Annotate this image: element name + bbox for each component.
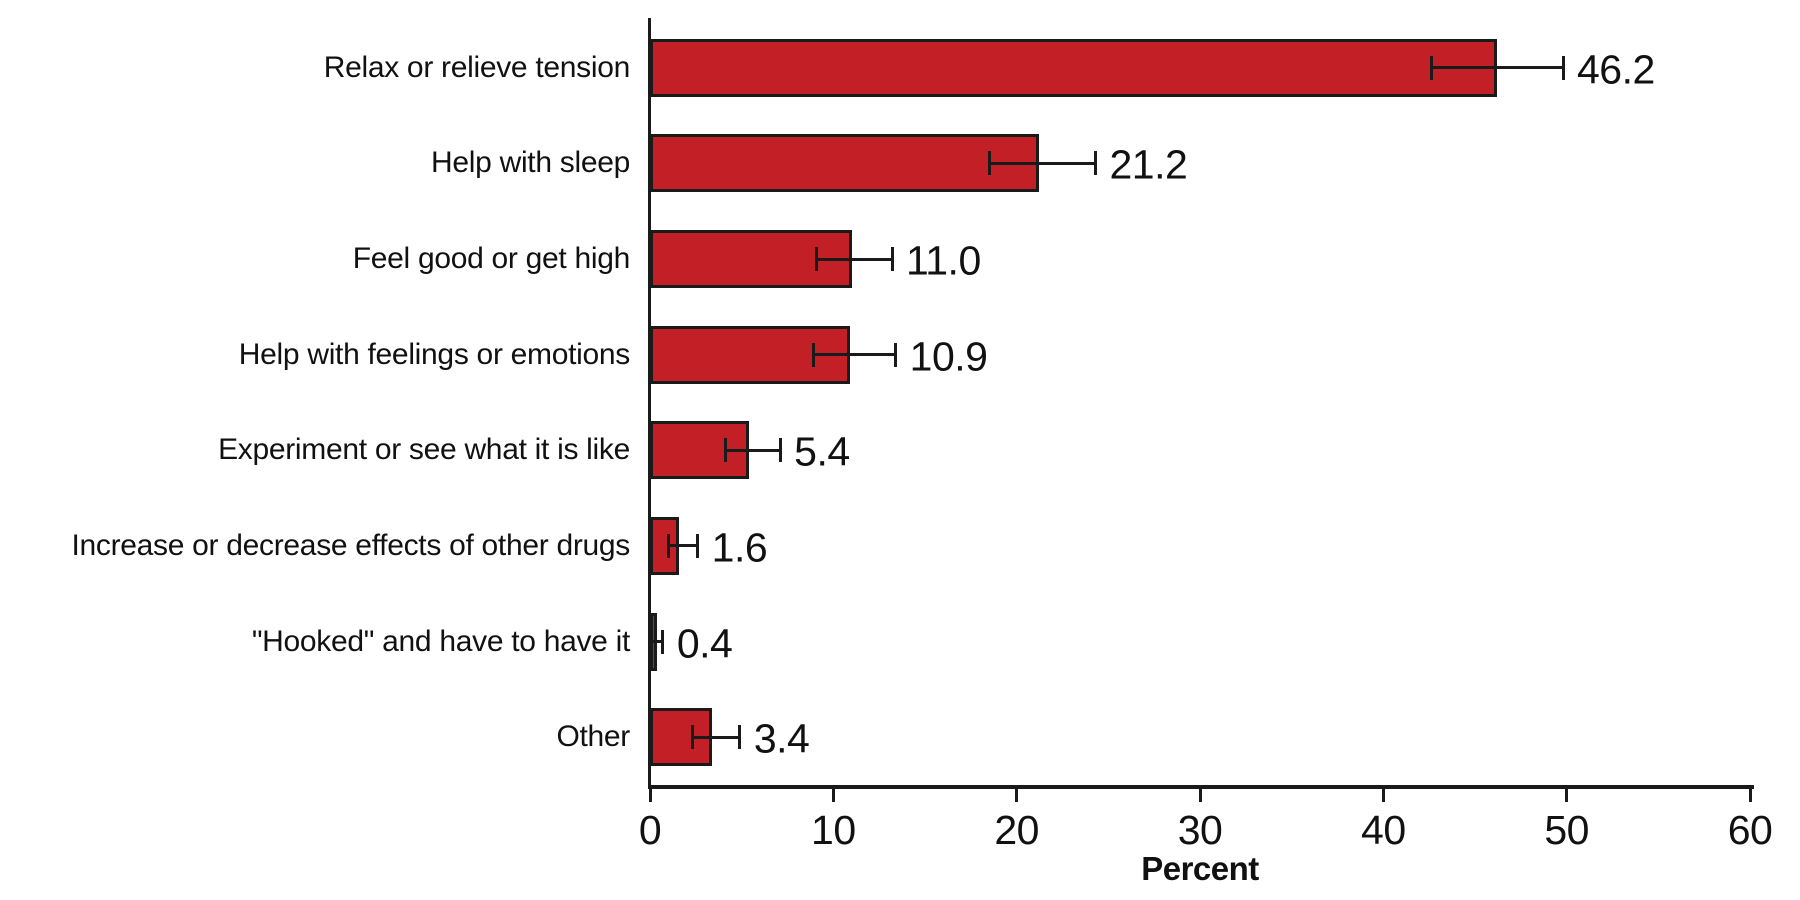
- bar-row: "Hooked" and have to have it 0.4: [0, 594, 1800, 690]
- bar-row: Experiment or see what it is like 5.4: [0, 403, 1800, 499]
- x-axis-tick: [831, 786, 835, 802]
- bar-row: Other 3.4: [0, 689, 1800, 785]
- bar-row: Feel good or get high 11.0: [0, 211, 1800, 307]
- error-bar-cap-low: [987, 151, 991, 176]
- x-axis-tick-label: 0: [638, 807, 662, 853]
- value-label: 3.4: [753, 715, 810, 762]
- error-bar: [725, 448, 781, 452]
- error-bar-cap-high: [661, 629, 665, 654]
- category-label: Relax or relieve tension: [323, 50, 631, 84]
- value-label: 5.4: [794, 428, 850, 475]
- x-axis-tick: [1565, 786, 1569, 802]
- error-bar: [651, 640, 663, 644]
- error-bar-cap-high: [778, 438, 782, 463]
- error-bar-cap-high: [890, 247, 894, 272]
- error-bar: [816, 257, 892, 261]
- error-bar-cap-high: [738, 725, 742, 750]
- value-label: 11.0: [906, 237, 981, 284]
- error-bar-cap-low: [666, 533, 670, 558]
- x-axis-title: Percent: [1141, 850, 1259, 887]
- error-bar: [668, 544, 698, 548]
- category-label: Feel good or get high: [352, 242, 631, 276]
- x-axis-tick-label: 10: [811, 807, 856, 853]
- value-label: 1.6: [711, 524, 768, 571]
- bar: [650, 38, 1497, 97]
- x-axis-tick: [1015, 786, 1019, 802]
- x-axis-tick-label: 20: [994, 807, 1039, 853]
- category-label: Experiment or see what it is like: [218, 433, 630, 467]
- x-axis-tick: [1748, 786, 1752, 802]
- bar: [650, 134, 1039, 193]
- x-axis-tick: [648, 786, 652, 802]
- x-axis-tick: [1198, 786, 1202, 802]
- error-bar: [1431, 66, 1563, 70]
- y-axis-line: [648, 18, 651, 788]
- error-bar-cap-low: [1429, 55, 1433, 80]
- error-bar-cap-low: [723, 438, 727, 463]
- category-label: "Hooked" and have to have it: [251, 624, 630, 658]
- bar-row: Increase or decrease effects of other dr…: [0, 498, 1800, 594]
- error-bar: [813, 353, 896, 357]
- value-label: 10.9: [909, 333, 988, 380]
- value-label: 0.4: [676, 620, 733, 667]
- category-label: Increase or decrease effects of other dr…: [71, 528, 630, 562]
- bar-row: Relax or relieve tension 46.2: [0, 20, 1800, 116]
- category-label: Other: [556, 720, 630, 754]
- value-label: 46.2: [1577, 46, 1655, 93]
- error-bar-cap-high: [1561, 55, 1565, 80]
- error-bar-cap-low: [811, 342, 815, 367]
- x-axis-tick-label: 60: [1727, 807, 1773, 853]
- error-bar-cap-high: [1094, 151, 1097, 176]
- error-bar: [692, 735, 740, 739]
- x-axis-tick: [1381, 786, 1385, 802]
- x-axis-tick-label: 50: [1544, 807, 1589, 853]
- error-bar-cap-low: [690, 725, 694, 750]
- error-bar-cap-low: [650, 629, 654, 654]
- bar-row: Help with sleep 21.2: [0, 116, 1800, 212]
- error-bar: [989, 161, 1096, 165]
- category-label: Help with feelings or emotions: [238, 337, 631, 371]
- bar-row: Help with feelings or emotions 10.9: [0, 307, 1800, 403]
- x-axis-tick-label: 40: [1361, 807, 1406, 853]
- category-label: Help with sleep: [431, 146, 630, 180]
- value-label: 21.2: [1109, 141, 1188, 188]
- error-bar-cap-high: [696, 533, 700, 558]
- error-bar-cap-high: [894, 342, 898, 367]
- x-axis-tick-label: 30: [1177, 807, 1223, 853]
- error-bar-cap-low: [815, 247, 819, 272]
